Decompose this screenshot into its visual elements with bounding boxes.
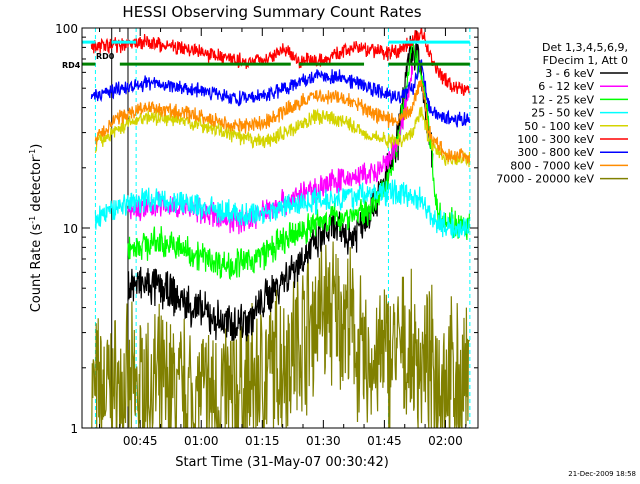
legend-decimation: FDecim 1, Att 0: [543, 54, 628, 67]
y-tick-label-1: 10: [63, 222, 78, 236]
x-axis-label: Start Time (31-May-07 00:30:42): [175, 455, 389, 470]
chart-title: HESSI Observing Summary Count Rates: [122, 3, 421, 21]
legend-label-1: 6 - 12 keV: [538, 80, 594, 93]
legend-detectors: Det 1,3,4,5,6,9,: [542, 41, 628, 54]
axis-ticks: 1 10 100 00:45 01:00 01:15 01:30 01:45 02:00: [55, 22, 478, 448]
legend-label-3: 25 - 50 keV: [531, 107, 594, 120]
y-tick-label-0: 1: [70, 422, 78, 436]
legend-label-4: 50 - 100 keV: [524, 120, 594, 133]
series-trace-5: [94, 106, 471, 168]
series-trace-8: [90, 28, 470, 97]
series-trace-6: [94, 79, 471, 164]
legend-label-0: 3 - 6 keV: [545, 67, 594, 80]
legend: Det 1,3,4,5,6,9, FDecim 1, Att 0 3 - 6 k…: [496, 41, 628, 186]
y-axis-label: Count Rate (s-1 detector-1): [28, 144, 44, 313]
series-trace-4: [94, 179, 470, 239]
x-tick-label-3: 01:30: [306, 434, 341, 448]
x-tick-label-4: 01:45: [367, 434, 402, 448]
legend-label-7: 800 - 7000 keV: [510, 159, 594, 172]
x-tick-label-0: 00:45: [123, 434, 158, 448]
legend-label-8: 7000 - 20000 keV: [496, 173, 594, 186]
series-trace-0: [90, 241, 470, 428]
plot-area: 1 10 100 00:45 01:00 01:15 01:30 01:45 02:00: [55, 22, 479, 448]
legend-label-5: 100 - 300 keV: [517, 133, 594, 146]
rd0-flag-label: RD0: [96, 52, 115, 61]
x-tick-label-2: 01:15: [245, 434, 280, 448]
x-tick-label-5: 02:00: [428, 434, 463, 448]
rd4-flag-label: RD4: [62, 61, 81, 70]
timestamp: 21-Dec-2009 18:58: [568, 470, 636, 478]
trace-layer: [82, 28, 471, 428]
legend-label-2: 12 - 25 keV: [531, 93, 594, 106]
series-trace-7: [90, 59, 470, 128]
y-tick-label-2: 100: [55, 22, 78, 36]
legend-label-6: 300 - 800 keV: [517, 146, 594, 159]
x-tick-label-1: 01:00: [184, 434, 219, 448]
